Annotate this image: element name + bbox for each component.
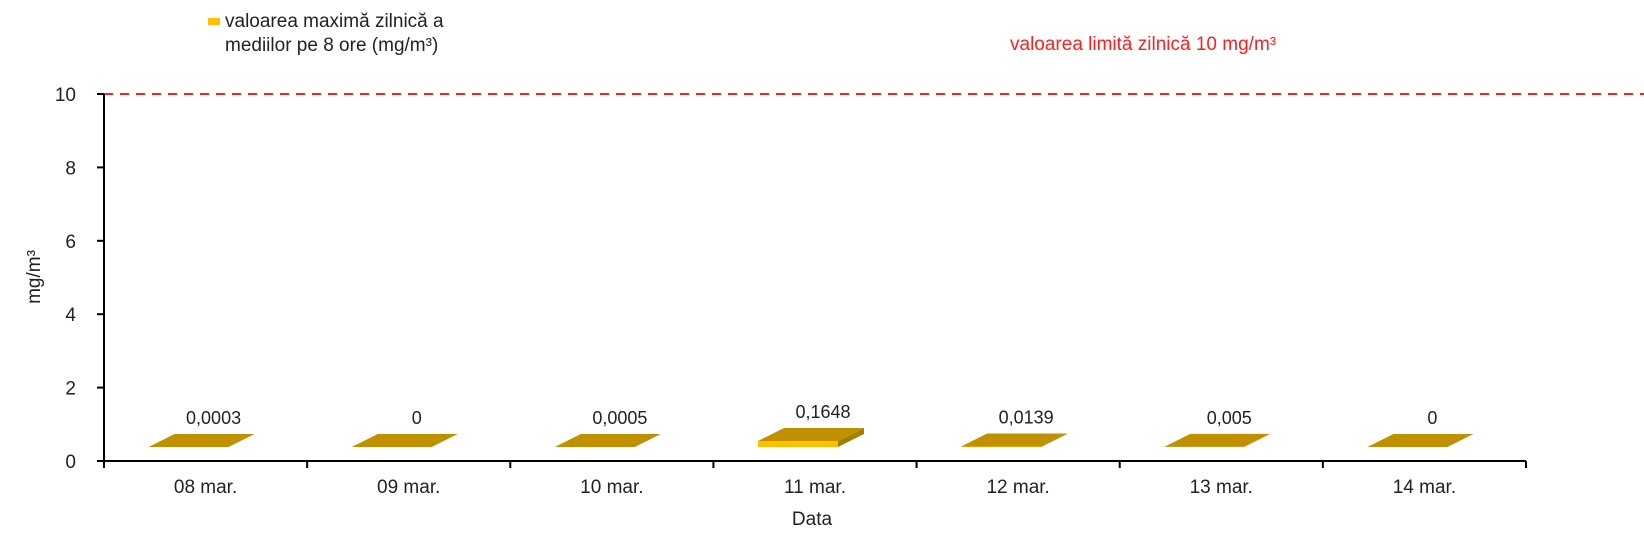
bar-top bbox=[148, 433, 255, 447]
data-label: 0,0139 bbox=[999, 407, 1054, 427]
bar-top bbox=[758, 427, 864, 441]
legend-label-line-2: mediilor pe 8 ore (mg/m³) bbox=[225, 35, 439, 56]
limit-label: valoarea limită zilnică 10 mg/m³ bbox=[1010, 34, 1277, 55]
legend-swatch bbox=[208, 18, 220, 25]
x-tick-label: 14 mar. bbox=[1393, 477, 1456, 498]
y-tick-label: 4 bbox=[65, 305, 76, 326]
data-label: 0,0003 bbox=[186, 408, 241, 428]
x-tick-label: 12 mar. bbox=[986, 477, 1049, 498]
x-tick-label: 11 mar. bbox=[784, 477, 846, 498]
data-label: 0 bbox=[1427, 408, 1437, 428]
data-label: 0 bbox=[412, 408, 422, 428]
data-label: 0,005 bbox=[1207, 408, 1252, 428]
bar-top bbox=[1367, 434, 1474, 447]
y-tick-label: 8 bbox=[65, 158, 76, 179]
legend-label: valoarea maximă zilnică a mediilor pe 8 … bbox=[225, 10, 444, 58]
data-label: 0,0005 bbox=[592, 408, 647, 428]
bar-side bbox=[838, 427, 864, 447]
bar-side bbox=[1041, 433, 1068, 447]
bar bbox=[961, 446, 1042, 447]
bar-top bbox=[351, 434, 458, 447]
y-tick-label: 2 bbox=[65, 379, 76, 400]
y-tick-label: 10 bbox=[55, 85, 76, 106]
x-tick-label: 10 mar. bbox=[580, 477, 643, 498]
y-tick-label: 6 bbox=[65, 232, 76, 253]
bar bbox=[758, 440, 838, 447]
x-axis-title: Data bbox=[792, 509, 833, 530]
bar-top bbox=[961, 433, 1068, 447]
legend-label-line-1: valoarea maximă zilnică a bbox=[225, 11, 444, 32]
y-axis-title: mg/m³ bbox=[24, 250, 45, 304]
x-tick-label: 08 mar. bbox=[174, 477, 237, 498]
data-label: 0,1648 bbox=[795, 402, 850, 422]
bar-top bbox=[554, 433, 661, 447]
x-tick-label: 09 mar. bbox=[377, 477, 440, 498]
x-tick-label: 13 mar. bbox=[1190, 477, 1253, 498]
bar-top bbox=[1164, 433, 1271, 447]
y-tick-label: 0 bbox=[65, 452, 76, 473]
